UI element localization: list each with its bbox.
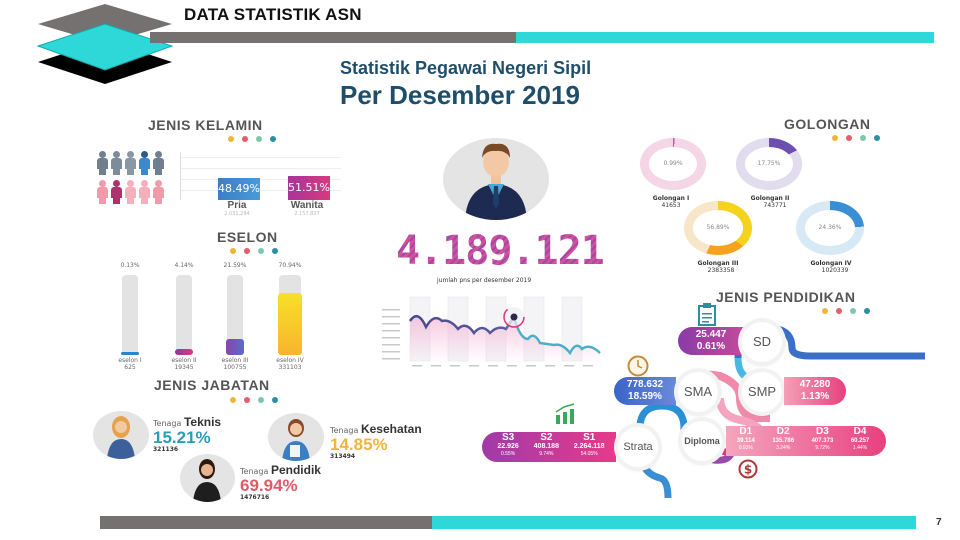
donut-golongan-2: 17.75%	[736, 138, 802, 190]
eselon-percent: 4.14%	[174, 262, 194, 269]
section-dots	[228, 136, 276, 142]
section-title-jenis-jabatan: JENIS JABATAN	[154, 377, 270, 393]
layered-diamond-icon	[36, 4, 174, 84]
diploma-item: D3 407.373 9.72%	[811, 426, 834, 452]
eselon-count: 19345	[174, 364, 194, 371]
avatar-tenaga-pendidik	[180, 454, 235, 502]
header-bar-cyan	[516, 32, 934, 43]
eselon-item: 0.13% eselon I 625	[110, 262, 150, 371]
eselon-name: eselon IV	[276, 357, 304, 364]
section-title-jenis-pendidikan: JENIS PENDIDIKAN	[716, 289, 856, 305]
jabatan-count: 321136	[153, 446, 179, 453]
total-pns-value: 4.189.121	[396, 228, 605, 274]
jabatan-count: 1476716	[240, 494, 270, 501]
bar-growth-icon	[555, 403, 575, 424]
strata-item: S1 2.264.118 54.05%	[573, 432, 605, 458]
strata-item: S3 22.926 0.55%	[497, 432, 519, 458]
eselon-item: 4.14% eselon II 19345	[164, 262, 204, 371]
golongan-count: 41653	[661, 202, 681, 209]
golongan-count: 743771	[763, 202, 787, 209]
node-smp: SMP	[742, 372, 782, 412]
diploma-item: D4 60.257 1.44%	[850, 426, 870, 452]
donut-golongan-4: 24.36%	[796, 201, 864, 255]
node-sma: SMA	[678, 372, 718, 412]
section-dots	[832, 135, 880, 141]
sma-pill: 778.632 18.59%	[614, 377, 676, 405]
dot-icon	[228, 136, 234, 142]
bar-pria: 48.49%	[218, 178, 260, 200]
golongan-count: 1020339	[821, 267, 849, 274]
section-dots	[230, 248, 278, 254]
header-bar-gray	[150, 32, 516, 43]
label-wanita: Wanita	[290, 200, 324, 211]
section-title-golongan: GOLONGAN	[784, 116, 871, 132]
page-subtitle: Statistik Pegawai Negeri Sipil	[340, 58, 592, 78]
node-strata: Strata	[618, 427, 658, 467]
avatar-pns-man	[443, 138, 549, 220]
eselon-count: 100755	[223, 364, 247, 371]
label-pria: Pria	[227, 200, 247, 211]
eselon-percent: 0.13%	[120, 262, 140, 269]
jabatan-count: 313494	[330, 453, 356, 460]
dot-icon	[242, 136, 248, 142]
eselon-item: 21.59% eselon III 100755	[215, 262, 255, 371]
donut-golongan-3: 56.89%	[684, 201, 752, 255]
bar-wanita: 51.51%	[288, 176, 330, 200]
jabatan-label: Tenaga Kesehatan	[330, 422, 422, 436]
dot-icon	[256, 136, 262, 142]
page-title: Per Desember 2019	[340, 80, 580, 110]
section-dots	[822, 308, 870, 314]
node-diploma: Diploma	[682, 421, 722, 461]
male-figures-icon	[97, 151, 164, 175]
strata-pill: S3 22.926 0.55% S2 408.188 9.74% S1 2.264.118…	[482, 432, 616, 462]
jabatan-percent: 69.94%	[240, 476, 298, 495]
section-dots	[230, 397, 278, 403]
footer-bar-gray	[100, 516, 432, 529]
section-title-eselon: ESELON	[217, 229, 278, 245]
diploma-item: D2 135.786 3.24%	[772, 426, 795, 452]
golongan-name: Golongan IV	[810, 260, 852, 267]
total-pns-caption: jumlah pns per desember 2019	[437, 277, 532, 284]
count-pria: 2.031.294	[224, 211, 250, 217]
avatar-tenaga-kesehatan	[268, 413, 324, 461]
footer-bar-cyan	[432, 516, 916, 529]
diploma-pill: D1 39.114 0.93% D2 135.786 3.24% D3 407.373 9.…	[726, 426, 886, 456]
sd-pill: 25.447 0.61%	[678, 327, 744, 355]
golongan-name: Golongan II	[750, 195, 790, 202]
dollar-icon: $	[738, 459, 758, 479]
eselon-percent: 70.94%	[278, 262, 302, 269]
pns-trend-line-chart	[378, 293, 610, 371]
eselon-count: 331103	[278, 364, 302, 371]
dot-icon	[270, 136, 276, 142]
gender-bar-chart: 48.49% 51.51%	[180, 152, 341, 200]
jabatan-label: Tenaga Pendidik	[240, 463, 321, 477]
eselon-item: 70.94% eselon IV 331103	[270, 262, 310, 371]
jabatan-label: Tenaga Teknis	[153, 415, 222, 429]
header-title: DATA STATISTIK ASN	[184, 5, 362, 24]
golongan-count: 2383358	[707, 267, 735, 274]
eselon-name: eselon III	[221, 357, 249, 364]
clock-icon	[627, 355, 649, 377]
golongan-name: Golongan III	[697, 260, 739, 267]
female-figures-icon	[97, 180, 164, 204]
eselon-count: 625	[124, 364, 136, 371]
donut-golongan-1: 0.99%	[640, 138, 706, 190]
jabatan-percent: 14.85%	[330, 435, 388, 454]
node-sd: SD	[742, 322, 782, 362]
strata-item: S2 408.188 9.74%	[533, 432, 559, 458]
section-title-jenis-kelamin: JENIS KELAMIN	[148, 117, 263, 133]
smp-pill: 47.280 1.13%	[784, 377, 846, 405]
jabatan-percent: 15.21%	[153, 428, 211, 447]
clipboard-icon	[698, 303, 716, 326]
avatar-tenaga-teknis	[93, 411, 149, 459]
golongan-name: Golongan I	[652, 195, 690, 202]
count-wanita: 2.157.827	[294, 211, 320, 217]
eselon-percent: 21.59%	[223, 262, 247, 269]
page-number: 7	[936, 517, 942, 528]
svg-text:$: $	[744, 463, 752, 477]
eselon-name: eselon II	[171, 357, 197, 364]
diploma-item: D1 39.114 0.93%	[736, 426, 755, 452]
eselon-name: eselon I	[118, 357, 142, 364]
